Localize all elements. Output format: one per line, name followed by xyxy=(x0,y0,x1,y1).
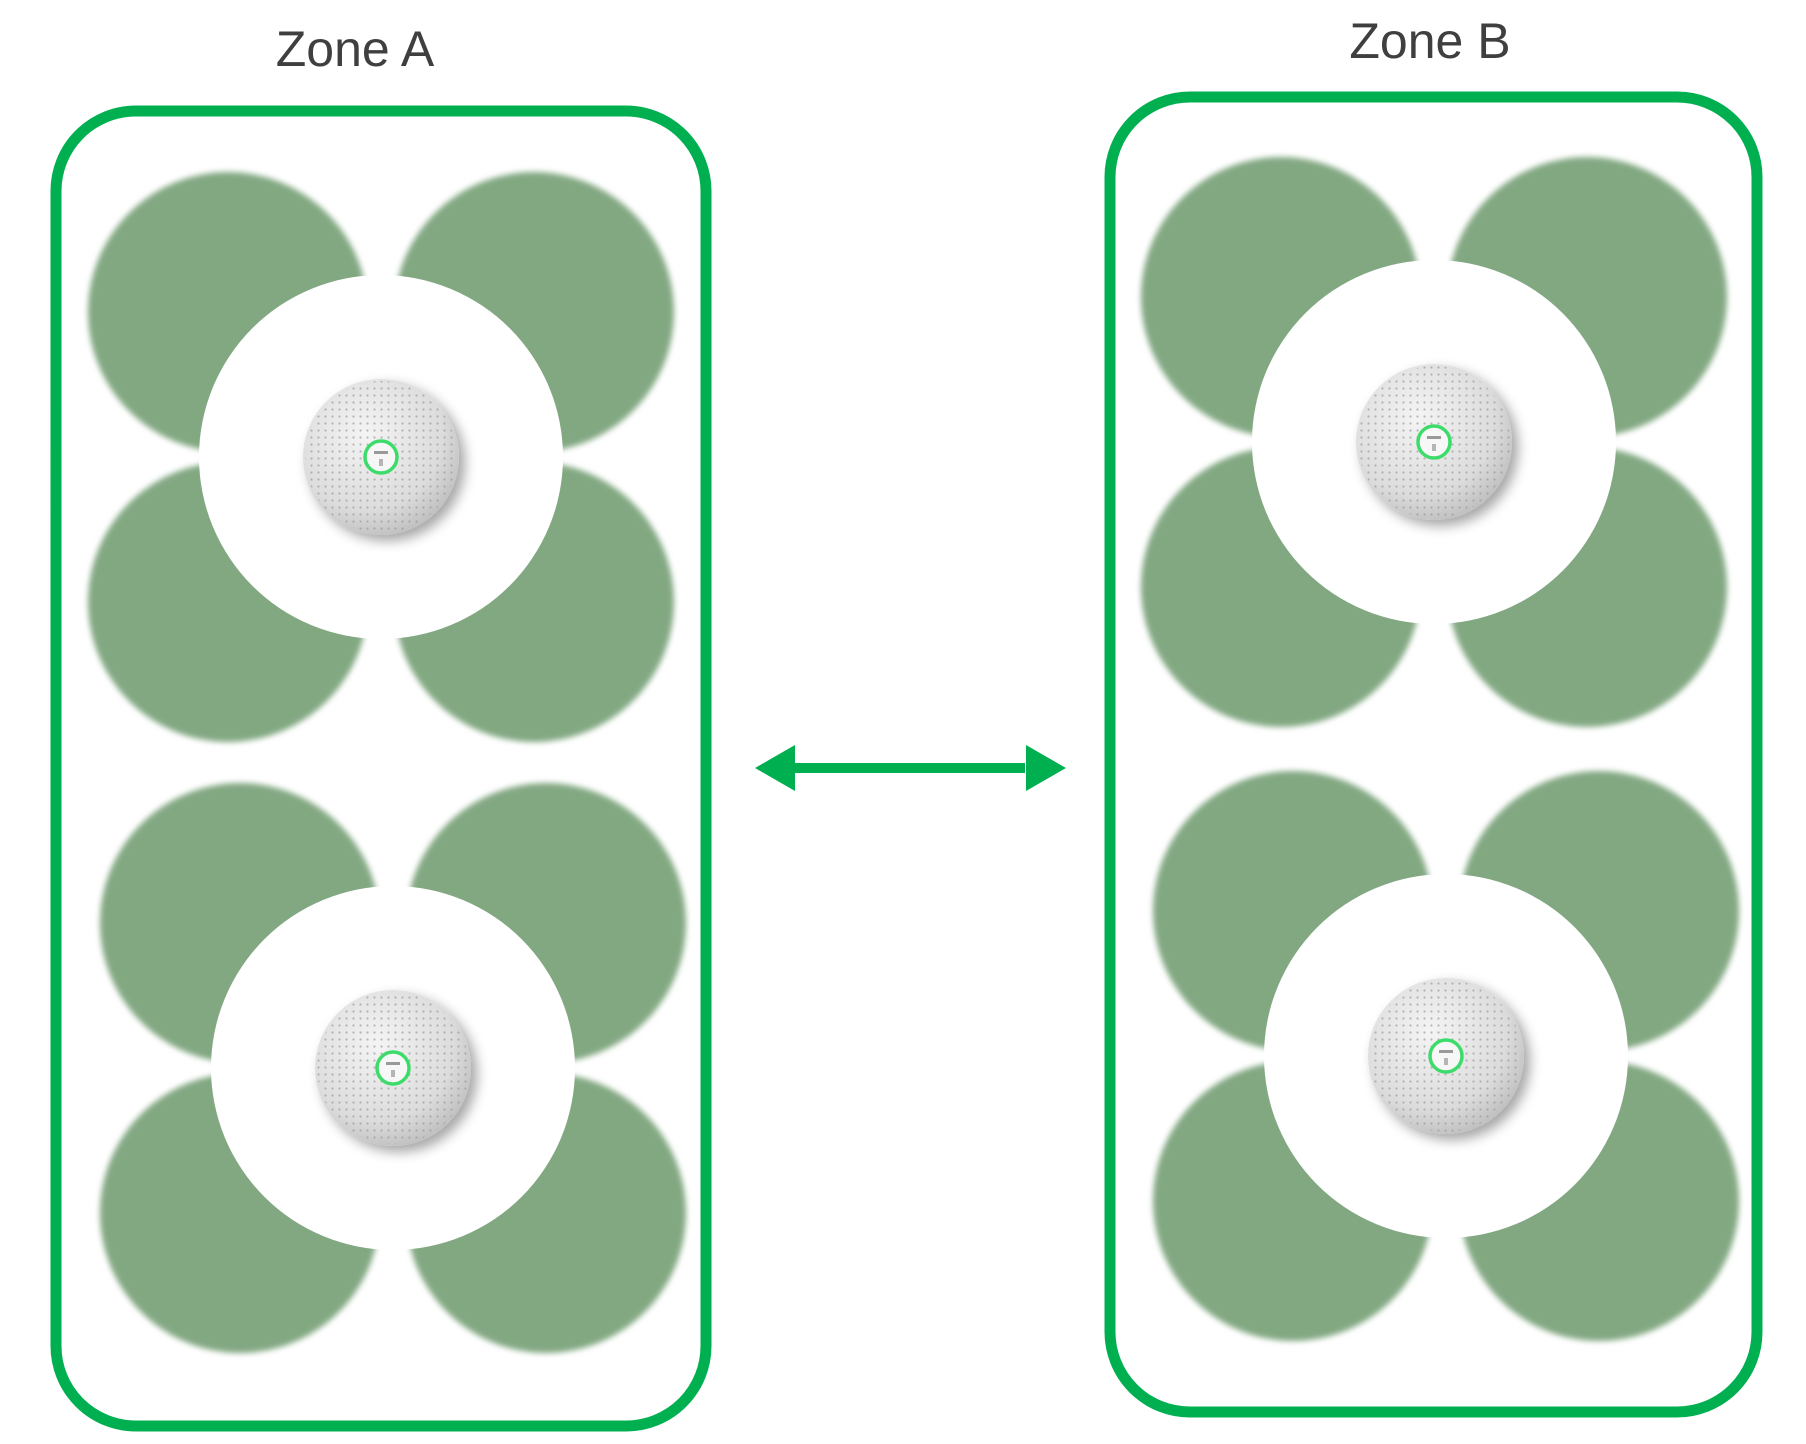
pickup-lobe-b1-top-left xyxy=(1141,157,1421,437)
pickup-lobe-a2-top-right xyxy=(406,783,686,1063)
pickup-lobe-a1-top-left xyxy=(88,172,368,452)
pickup-lobe-b2-top-left xyxy=(1153,771,1433,1051)
ceiling-microphone-icon xyxy=(315,990,471,1146)
ceiling-microphone-icon xyxy=(1356,364,1512,520)
pickup-lobe-a1-bottom-left xyxy=(88,462,368,742)
zone-a-title: Zone A xyxy=(276,21,435,77)
pickup-lobe-a2-bottom-right xyxy=(406,1073,686,1353)
pickup-lobe-b2-top-right xyxy=(1459,771,1739,1051)
pickup-lobe-b2-bottom-right xyxy=(1459,1061,1739,1341)
pickup-lobes xyxy=(88,157,1739,1353)
pickup-lobe-a1-bottom-right xyxy=(394,462,674,742)
zone-b-title: Zone B xyxy=(1349,13,1510,69)
pickup-lobe-a2-bottom-left xyxy=(100,1073,380,1353)
pickup-lobe-b1-bottom-left xyxy=(1141,447,1421,727)
pickup-lobe-b2-bottom-left xyxy=(1153,1061,1433,1341)
double-arrow-icon xyxy=(755,745,1066,791)
pickup-lobe-a1-top-right xyxy=(394,172,674,452)
pickup-lobe-b1-top-right xyxy=(1447,157,1727,437)
ceiling-microphone-icon xyxy=(303,379,459,535)
ceiling-microphone-icon xyxy=(1368,978,1524,1134)
pickup-lobe-a2-top-left xyxy=(100,783,380,1063)
microphones xyxy=(303,364,1524,1146)
pickup-lobe-b1-bottom-right xyxy=(1447,447,1727,727)
